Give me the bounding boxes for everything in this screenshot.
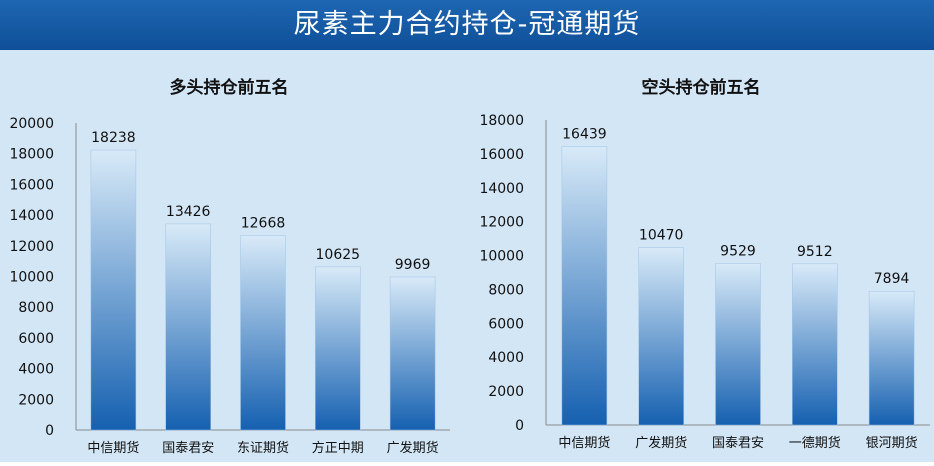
- short-y-tick-label: 8000: [488, 282, 524, 298]
- short-category-label: 广发期货: [635, 435, 687, 451]
- long-y-tick-label: 8000: [18, 300, 54, 316]
- short-y-tick-label: 4000: [488, 350, 524, 366]
- long-y-tick-label: 10000: [9, 270, 54, 286]
- short-y-tick-label: 6000: [488, 316, 524, 332]
- long-y-tick-label: 4000: [18, 362, 54, 378]
- short-category-label: 中信期货: [558, 435, 610, 451]
- short-chart-title: 空头持仓前五名: [641, 78, 761, 98]
- long-bar: [315, 266, 361, 431]
- long-category-label: 国泰君安: [162, 441, 214, 456]
- short-data-label: 9529: [720, 244, 756, 260]
- long-y-tick-label: 16000: [9, 177, 54, 193]
- long-data-label: 10625: [316, 247, 361, 263]
- long-positions-panel: 多头持仓前五名 0 2000 4000 6000 8000 10000 12000 14000…: [0, 55, 458, 462]
- short-positions-panel: 空头持仓前五名 0 2000 4000 6000 8000 10000 12000 14000…: [468, 55, 934, 462]
- short-category-label: 国泰君安: [712, 436, 764, 451]
- short-data-label: 7894: [874, 271, 910, 287]
- long-data-label: 9969: [395, 257, 431, 273]
- long-y-tick-label: 18000: [9, 147, 54, 163]
- short-positions-chart: 0 2000 4000 6000 8000 10000 12000 14000 16000 180…: [479, 113, 930, 451]
- short-y-tick-label: 2000: [488, 384, 524, 400]
- long-data-label: 13426: [166, 204, 211, 220]
- long-y-tick-label: 0: [45, 423, 54, 439]
- short-category-label: 银河期货: [866, 435, 918, 451]
- long-data-label: 12668: [241, 216, 286, 232]
- long-y-tick-label: 20000: [9, 116, 54, 132]
- long-data-label: 18238: [91, 130, 136, 146]
- short-bar: [792, 263, 838, 426]
- short-data-label: 9512: [797, 244, 833, 260]
- long-positions-chart: 0 2000 4000 6000 8000 10000 12000 14000 16000 180…: [9, 116, 450, 456]
- long-category-label: 中信期货: [87, 440, 139, 456]
- long-category-label: 东证期货: [237, 440, 289, 456]
- short-bar: [561, 146, 608, 426]
- page-title: 尿素主力合约持仓-冠通期货: [0, 0, 934, 50]
- long-category-label: 广发期货: [387, 440, 439, 456]
- long-chart-title: 多头持仓前五名: [169, 78, 289, 98]
- long-category-label: 方正中期: [312, 440, 364, 456]
- short-bar: [638, 247, 684, 426]
- long-bar: [90, 149, 137, 431]
- long-bar: [389, 276, 436, 431]
- short-y-tick-label: 14000: [479, 181, 524, 197]
- short-bar: [868, 290, 915, 426]
- short-y-tick-label: 18000: [479, 113, 524, 129]
- long-bar: [240, 235, 286, 431]
- short-y-tick-label: 10000: [479, 249, 524, 265]
- short-data-label: 16439: [562, 126, 607, 142]
- short-bar: [715, 263, 761, 426]
- long-y-tick-label: 2000: [18, 392, 54, 408]
- long-bar: [165, 223, 211, 431]
- long-y-tick-label: 12000: [9, 239, 54, 255]
- short-y-tick-label: 0: [515, 418, 524, 434]
- short-y-tick-label: 12000: [479, 215, 524, 231]
- long-y-tick-label: 14000: [9, 208, 54, 224]
- long-y-tick-label: 6000: [18, 331, 54, 347]
- short-category-label: 一德期货: [789, 435, 841, 451]
- short-y-tick-label: 16000: [479, 147, 524, 163]
- short-data-label: 10470: [639, 228, 684, 244]
